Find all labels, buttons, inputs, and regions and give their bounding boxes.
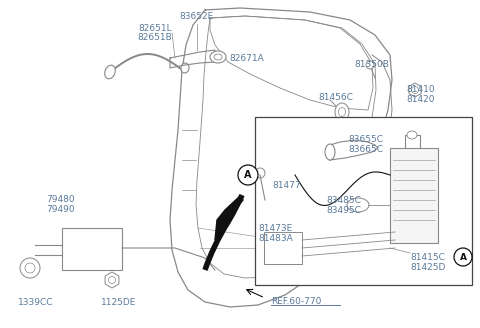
Ellipse shape: [105, 65, 115, 79]
Text: 82651L: 82651L: [138, 24, 172, 33]
Text: REF.60-770: REF.60-770: [271, 297, 322, 306]
Circle shape: [238, 165, 258, 185]
Text: A: A: [244, 170, 252, 180]
Text: 81415C: 81415C: [410, 253, 445, 262]
Text: 83485C: 83485C: [326, 196, 361, 205]
Ellipse shape: [325, 144, 335, 160]
Ellipse shape: [335, 103, 349, 121]
Ellipse shape: [338, 108, 346, 116]
Text: 79480: 79480: [46, 195, 74, 204]
Bar: [264, 232, 302, 264]
Ellipse shape: [407, 131, 417, 139]
Text: 81483A: 81483A: [258, 234, 293, 243]
Text: 83495C: 83495C: [326, 206, 361, 215]
Ellipse shape: [181, 63, 189, 73]
Text: A: A: [459, 253, 467, 261]
Text: 1125DE: 1125DE: [101, 298, 136, 307]
Text: 81410: 81410: [406, 85, 434, 94]
Bar: [390, 148, 438, 243]
Text: 81420: 81420: [406, 95, 434, 104]
Ellipse shape: [347, 198, 369, 212]
Text: 79490: 79490: [46, 205, 74, 214]
Text: 1339CC: 1339CC: [18, 298, 53, 307]
Text: 81473E: 81473E: [258, 224, 292, 233]
Polygon shape: [215, 196, 243, 240]
Ellipse shape: [210, 51, 226, 63]
Bar: [255, 117, 472, 285]
Circle shape: [366, 61, 374, 69]
Ellipse shape: [214, 54, 222, 60]
Text: 81456C: 81456C: [318, 93, 353, 102]
Text: 83665C: 83665C: [348, 145, 383, 154]
Text: 81350B: 81350B: [354, 60, 389, 69]
Text: 81477: 81477: [272, 181, 300, 190]
Bar: [62, 228, 122, 270]
Text: 83652E: 83652E: [179, 12, 213, 21]
Text: 82651B: 82651B: [138, 33, 172, 42]
Text: 81425D: 81425D: [410, 263, 445, 272]
Text: 82671A: 82671A: [229, 54, 264, 63]
Text: 83655C: 83655C: [348, 135, 383, 144]
Circle shape: [454, 248, 472, 266]
